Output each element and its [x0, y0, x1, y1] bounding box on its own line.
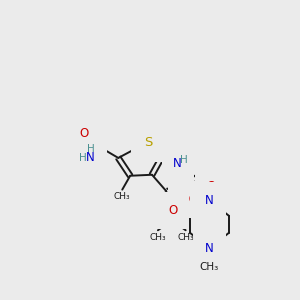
Text: CH₃: CH₃	[114, 192, 130, 201]
Text: N: N	[86, 152, 95, 164]
Text: O: O	[180, 193, 189, 206]
Text: N: N	[205, 242, 214, 255]
Text: N: N	[205, 194, 214, 207]
Text: H: H	[79, 153, 86, 163]
Text: O: O	[168, 204, 177, 217]
Text: CH₃: CH₃	[150, 233, 166, 242]
Text: CH₃: CH₃	[177, 233, 194, 242]
Text: O: O	[207, 180, 216, 193]
Text: N: N	[173, 158, 182, 170]
Text: S: S	[144, 136, 152, 148]
Text: H: H	[87, 144, 94, 154]
Text: H: H	[180, 155, 188, 165]
Text: O: O	[79, 127, 88, 140]
Text: CH₃: CH₃	[200, 262, 219, 272]
